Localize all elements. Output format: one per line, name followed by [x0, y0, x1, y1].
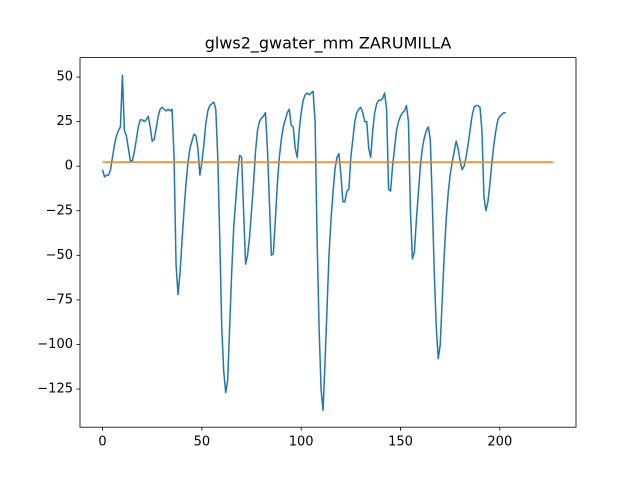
y-tick-label: 50 [56, 70, 73, 85]
y-tick-label: 25 [56, 114, 73, 129]
x-tick-label: 100 [289, 435, 314, 450]
x-tick-label: 150 [388, 435, 413, 450]
chart-title: glws2_gwater_mm ZARUMILLA [205, 34, 452, 54]
x-tick-label: 0 [98, 435, 106, 450]
y-tick-label: −50 [46, 248, 73, 263]
line-series [101, 74, 506, 412]
plot-frame [79, 57, 577, 428]
x-tick-label: 200 [487, 435, 512, 450]
y-tick-label: −25 [46, 203, 73, 218]
x-tick-label: 50 [194, 435, 211, 450]
y-tick-label: −75 [46, 292, 73, 307]
y-tick-label: −125 [37, 382, 73, 397]
y-tick-label: −100 [37, 337, 73, 352]
y-tick-label: 0 [65, 159, 73, 174]
